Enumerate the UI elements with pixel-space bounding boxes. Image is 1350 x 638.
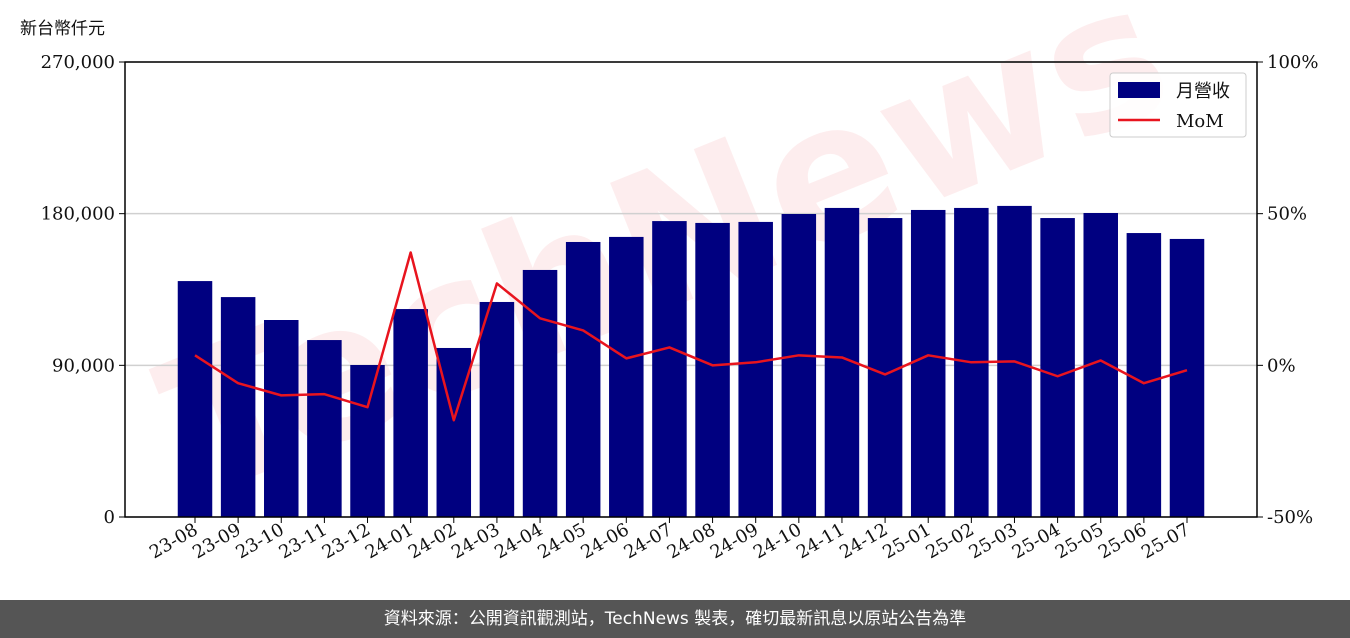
x-tick-label: 24-03 [448,519,503,563]
x-tick-label: 25-01 [879,519,934,563]
legend-label: 月營收 [1176,81,1230,102]
bar [565,241,601,517]
chart: 新台幣仟元 TechNews 090,000180,000270,000-50%… [20,0,1318,563]
x-tick-label: 25-06 [1095,519,1150,563]
x-tick-label: 25-05 [1052,519,1107,563]
bar [1126,233,1162,517]
footer: 資料來源：公開資訊觀測站，TechNews 製表，確切最新訊息以原站公告為準 [0,600,1350,638]
x-tick-label: 24-02 [405,519,460,563]
bar [652,221,687,517]
x-tick-label: 24-12 [836,519,891,563]
x-tick-label: 25-07 [1138,519,1193,563]
bar [738,221,773,517]
bar [307,340,342,517]
x-tick-label: 24-05 [534,519,589,563]
x-tick-label: 24-10 [750,519,805,563]
mom-line [194,251,1188,422]
y2-tick-label: -50% [1267,507,1313,528]
x-tick-label: 24-06 [577,519,632,563]
bar [910,209,946,517]
bar [695,222,730,517]
legend-swatch [1118,82,1160,98]
bar [522,269,558,517]
x-tick-label: 25-03 [966,519,1021,563]
x-tick-label: 25-02 [922,519,977,563]
x-tick-label: 24-07 [620,519,675,563]
bar [264,320,299,517]
bar [1169,238,1205,517]
x-tick-label: 24-09 [707,519,762,563]
x-tick-label: 24-08 [664,519,719,563]
bar [393,309,428,517]
bar [609,236,644,517]
x-tick-label: 24-01 [362,519,417,563]
x-tick-label: 23-08 [146,519,201,563]
bar [867,218,903,517]
x-tick-label: 24-04 [491,519,546,563]
x-tick-label: 25-04 [1009,519,1064,563]
y2-tick-label: 0% [1267,355,1296,376]
bar [781,214,817,517]
y-tick-label: 0 [104,507,115,528]
y-tick-label: 90,000 [52,355,115,376]
y-tick-label: 180,000 [41,204,115,225]
x-tick-label: 24-11 [793,519,848,563]
plot-frame [124,61,1258,518]
x-tick-label: 23-11 [275,519,330,563]
y2-tick-label: 100% [1267,52,1318,73]
y-axis-label: 新台幣仟元 [20,19,105,39]
legend-label: MoM [1176,111,1224,132]
bar [479,301,515,517]
bar [1040,218,1075,517]
x-tick-label: 23-12 [319,519,374,563]
bar [350,364,385,517]
y-tick-label: 270,000 [41,52,115,73]
bar [220,297,256,517]
bar [177,281,213,517]
y2-tick-label: 50% [1267,204,1307,225]
